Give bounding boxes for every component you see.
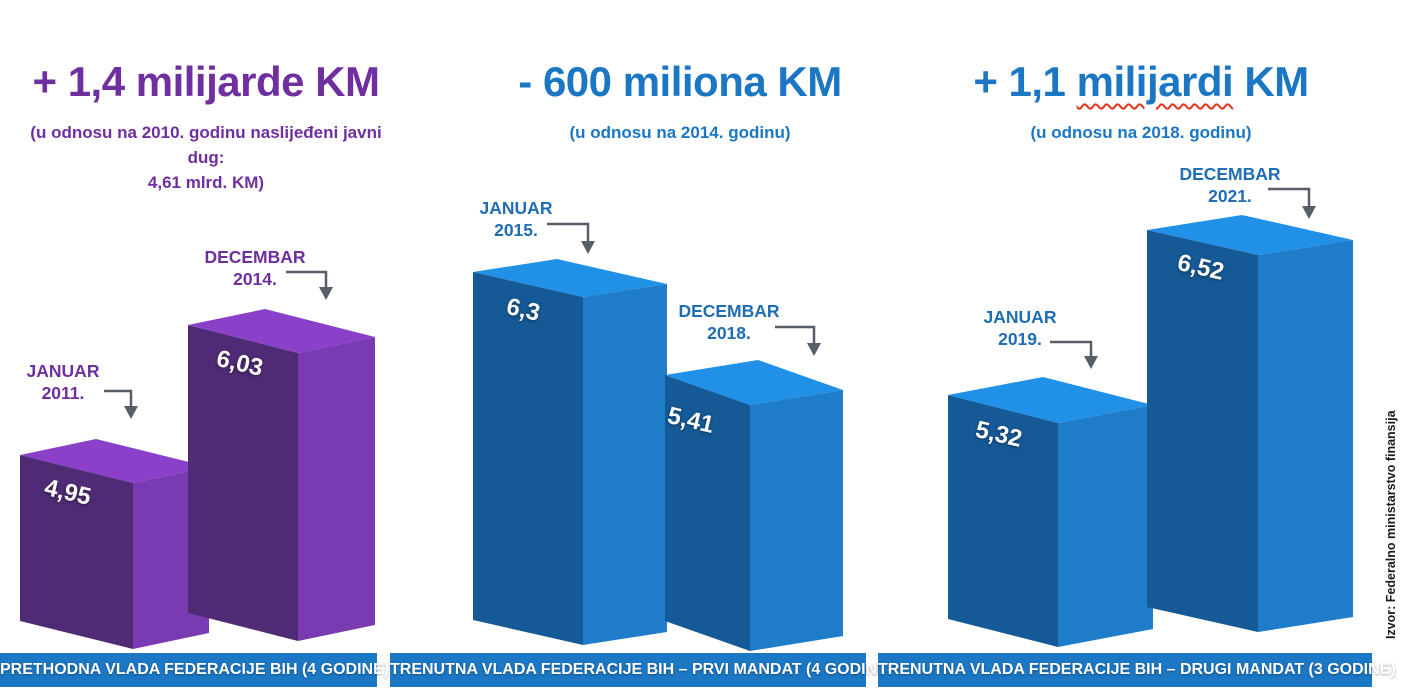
bar-januar-2011 <box>20 439 209 649</box>
panel2-footer: TRENUTNA VLADA FEDERACIJE BIH – PRVI MAN… <box>390 653 893 687</box>
panel2-subtitle-line1: (u odnosu na 2014. godinu) <box>569 123 791 142</box>
panel3-subtitle-line1: (u odnosu na 2018. godinu) <box>1030 123 1252 142</box>
bar-decembar-2014 <box>188 309 375 641</box>
label-januar-2015-month: JANUAR <box>479 198 553 218</box>
bar-januar-2019-front-face <box>948 395 1058 647</box>
bar-januar-2019 <box>948 377 1153 647</box>
label-januar-2015-year: 2015. <box>494 220 538 240</box>
bar-decembar-2014-top-face <box>188 309 375 353</box>
panel1-subtitle-line3: 4,61 mlrd. KM) <box>147 173 265 192</box>
bar-januar-2015 <box>473 259 667 645</box>
panel2-title: - 600 miliona KM <box>518 58 842 105</box>
panel2-subtitle: (u odnosu na 2014. godinu) <box>445 120 915 145</box>
bar-decembar-2014-side-face <box>298 337 375 641</box>
label-decembar-2021-month: DECEMBAR <box>1179 164 1281 184</box>
label-januar-2011-month: JANUAR <box>26 361 100 381</box>
bar-januar-2015-top-face <box>473 259 667 297</box>
label-decembar-2014: DECEMBAR 2014. <box>200 246 310 290</box>
arrowhead-januar-2019 <box>1084 356 1098 369</box>
arrowhead-januar-2011 <box>124 406 138 419</box>
arrowhead-decembar-2014 <box>319 287 333 300</box>
bar-decembar-2021-side-face <box>1258 240 1353 632</box>
panel3-title: + 1,1 milijardi KM <box>906 58 1376 106</box>
label-januar-2019-year: 2019. <box>998 329 1042 349</box>
panel1-subtitle: (u odnosu na 2010. godinu naslijeđeni ja… <box>0 120 412 195</box>
label-januar-2011: JANUAR 2011. <box>8 360 118 404</box>
panel1-subtitle-line2: dug: <box>187 148 225 167</box>
arrowhead-januar-2015 <box>581 241 595 254</box>
arrowhead-decembar-2018 <box>807 343 821 356</box>
bar-januar-2019-side-face <box>1058 405 1153 647</box>
arrow-januar-2011 <box>104 389 133 407</box>
panel3-title-misspelled-word: milijardi <box>1076 58 1234 105</box>
label-decembar-2014-year: 2014. <box>233 269 277 289</box>
bar-januar-2011-top-face <box>20 439 209 483</box>
panel3-subtitle: (u odnosu na 2018. godinu) <box>906 120 1376 145</box>
label-decembar-2018-month: DECEMBAR <box>678 301 780 321</box>
label-decembar-2018: DECEMBAR 2018. <box>674 300 784 344</box>
panel3-footer: TRENUTNA VLADA FEDERACIJE BIH – DRUGI MA… <box>878 653 1396 687</box>
bar-decembar-2021-front-face <box>1147 230 1258 632</box>
bar-decembar-2018-side-face <box>750 390 843 651</box>
label-decembar-2018-year: 2018. <box>707 323 751 343</box>
panel1-footer: PRETHODNA VLADA FEDERACIJE BIH (4 GODINE… <box>0 653 389 687</box>
source-note: Izvor: Federalno ministarstvo finansija <box>1384 410 1398 640</box>
arrow-januar-2019 <box>1050 340 1093 357</box>
panel3-title-post: KM <box>1233 58 1309 105</box>
panel1-title: + 1,4 milijarde KM <box>32 58 380 105</box>
bar-decembar-2021 <box>1147 215 1353 632</box>
panel1-subtitle-line1: (u odnosu na 2010. godinu naslijeđeni ja… <box>30 123 382 142</box>
label-decembar-2014-month: DECEMBAR <box>204 247 306 267</box>
arrow-januar-2015 <box>547 222 590 242</box>
bar-januar-2015-front-face <box>473 272 583 645</box>
bar-januar-2019-top-face <box>948 377 1153 423</box>
label-januar-2019-month: JANUAR <box>983 307 1057 327</box>
bar-decembar-2018-top-face <box>665 360 843 405</box>
bar-decembar-2021-top-face <box>1147 215 1353 255</box>
label-decembar-2021: DECEMBAR 2021. <box>1175 163 1285 207</box>
bar-decembar-2014-front-face <box>188 325 298 641</box>
bar-januar-2015-side-face <box>583 284 667 645</box>
bar-januar-2011-front-face <box>20 455 133 649</box>
bar-decembar-2018-front-face <box>665 375 750 651</box>
arrow-decembar-2018 <box>775 325 816 344</box>
panel3-title-pre: + 1,1 <box>973 58 1077 105</box>
label-decembar-2021-year: 2021. <box>1208 186 1252 206</box>
arrow-decembar-2021 <box>1268 187 1311 207</box>
label-januar-2019: JANUAR 2019. <box>965 306 1075 350</box>
label-januar-2015: JANUAR 2015. <box>461 197 571 241</box>
arrowhead-decembar-2021 <box>1302 206 1316 219</box>
label-januar-2011-year: 2011. <box>41 383 85 403</box>
arrow-decembar-2014 <box>286 270 328 288</box>
bar-decembar-2018 <box>665 360 843 651</box>
